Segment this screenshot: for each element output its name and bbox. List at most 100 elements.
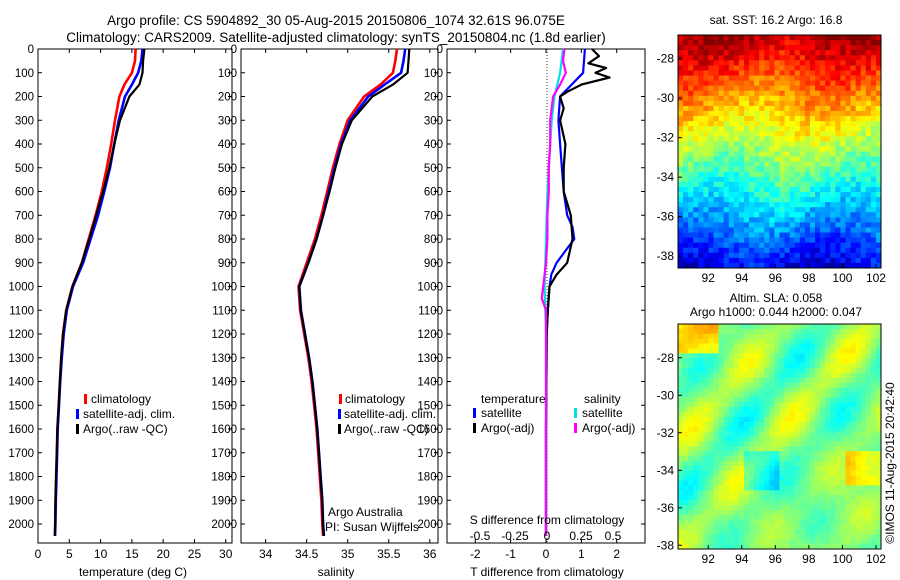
y-tick-label: 500	[424, 163, 443, 175]
y-tick-label: 1800	[8, 472, 34, 484]
y-tick-label: 1400	[211, 377, 237, 389]
y-tick-label: 1500	[417, 400, 443, 412]
map-y-tick-label: -30	[657, 91, 675, 105]
y-tick-label: 400	[424, 139, 443, 151]
y-tick-label: 500	[15, 163, 34, 175]
sst-map-panel: sat. SST: 16.2 Argo: 16.8 92 94 96 98 100 102…	[657, 13, 887, 285]
map-x-tick-label: 94	[735, 552, 749, 566]
y-tick-label: 1300	[417, 353, 443, 365]
y-tick-label: 1600	[211, 424, 237, 436]
legend-swatch-temp-satellite	[473, 408, 476, 418]
x-tick-label: 20	[156, 547, 170, 561]
x-tick-label: 34.5	[295, 547, 319, 561]
y-tick-label: 1000	[211, 282, 237, 294]
y-tick-label: 100	[15, 68, 34, 80]
legend-label-climatology: climatology	[91, 392, 151, 406]
legend-label-temp-argo: Argo(-adj)	[481, 421, 534, 435]
y-tick-label: 1100	[212, 305, 237, 317]
x-tick-label: 35	[341, 547, 355, 561]
map-x-tick-label: 92	[702, 271, 716, 285]
y-tick-label: 0	[231, 44, 237, 56]
y-tick-label: 200	[218, 92, 237, 104]
y-tick-label: 800	[218, 234, 237, 246]
x-tick-label: 0	[35, 547, 42, 561]
series-line-argo-raw-qc	[53, 48, 146, 536]
sla-map-frame	[677, 323, 882, 550]
y-tick-label: 1400	[417, 377, 443, 389]
x-tick-label: 2	[613, 547, 620, 561]
map-y-tick-label: -28	[657, 52, 675, 66]
y-tick-label: 1700	[8, 448, 34, 460]
y-tick-label: 2000	[211, 519, 237, 531]
salinity-xlabel: salinity	[318, 565, 355, 579]
legend-label-sal-argo: Argo(-adj)	[582, 421, 635, 435]
series-line-argo-raw-qc	[298, 48, 411, 536]
legend-label-sal-satellite: satellite	[582, 406, 623, 420]
y-tick-label: 1200	[211, 329, 237, 341]
sst-map-title: sat. SST: 16.2 Argo: 16.8	[710, 13, 843, 27]
map-y-tick-label: -34	[657, 463, 675, 477]
temperature-legend: climatology satellite-adj. clim. Argo(..…	[76, 392, 175, 436]
y-tick-label: 800	[15, 234, 34, 246]
y-tick-label: 1600	[8, 424, 34, 436]
s-tick-label: 0	[544, 529, 551, 543]
legend-swatch-satellite	[338, 409, 341, 419]
x-tick-label: 30	[219, 547, 233, 561]
map-y-tick-label: -28	[657, 351, 675, 365]
y-tick-label: 500	[218, 163, 237, 175]
x-tick-label: 34	[259, 547, 273, 561]
x-tick-label: 25	[188, 547, 202, 561]
map-x-tick-label: 98	[802, 552, 816, 566]
temperature-plot-frame	[37, 48, 233, 544]
y-tick-label: 100	[218, 68, 237, 80]
x-tick-label: 0	[543, 547, 550, 561]
y-tick-label: 600	[15, 187, 34, 199]
map-x-tick-label: 94	[735, 271, 749, 285]
legend-label-argo: Argo(..raw -QC)	[83, 422, 168, 436]
y-tick-label: 1100	[418, 305, 443, 317]
s-tick-label: -0.25	[501, 529, 529, 543]
y-tick-label: 1800	[211, 472, 237, 484]
y-tick-label: 700	[424, 210, 443, 222]
legend-swatch-climatology	[339, 394, 342, 404]
legend-label-argo: Argo(..raw -QC)	[344, 422, 429, 436]
map-y-tick-label: -38	[657, 249, 675, 263]
y-tick-label: 1500	[211, 400, 237, 412]
y-tick-label: 900	[424, 258, 443, 270]
sst-map-frame	[677, 34, 882, 269]
y-tick-label: 1300	[211, 353, 237, 365]
y-tick-label: 200	[15, 92, 34, 104]
s-tick-label: 0.25	[569, 529, 593, 543]
y-tick-label: 1900	[211, 495, 237, 507]
y-tick-label: 1200	[8, 329, 34, 341]
y-tick-label: 1100	[9, 305, 34, 317]
legend-head-temperature: temperature	[481, 392, 546, 406]
map-y-tick-label: -38	[657, 538, 675, 552]
y-tick-label: 1400	[8, 377, 34, 389]
s-tick-label: 0.5	[605, 529, 622, 543]
y-tick-label: 1900	[417, 495, 443, 507]
legend-swatch-satellite	[76, 409, 79, 419]
t-difference-xlabel: T difference from climatology	[470, 565, 624, 579]
difference-panel: 0100200300400500600700800900100011001200…	[417, 44, 646, 579]
legend-swatch-argo	[76, 424, 79, 434]
temperature-xlabel: temperature (deg C)	[79, 565, 187, 579]
map-x-tick-label: 100	[832, 552, 852, 566]
sla-map-title-2: Argo h1000: 0.044 h2000: 0.047	[690, 305, 862, 319]
map-y-tick-label: -36	[657, 501, 675, 515]
y-tick-label: 700	[218, 210, 237, 222]
legend-label-satellite: satellite-adj. clim.	[344, 407, 436, 421]
map-x-tick-label: 96	[769, 552, 783, 566]
x-tick-label: 5	[66, 547, 73, 561]
x-tick-label: 1	[578, 547, 585, 561]
legend-swatch-sal-argo	[574, 423, 577, 433]
y-tick-label: 1700	[211, 448, 237, 460]
sla-map-panel: Altim. SLA: 0.058 Argo h1000: 0.044 h200…	[657, 291, 887, 566]
y-tick-label: 1800	[417, 472, 443, 484]
sst-heatmap	[678, 35, 882, 269]
x-tick-label: 15	[125, 547, 139, 561]
y-tick-label: 1900	[8, 495, 34, 507]
y-tick-label: 1200	[417, 329, 443, 341]
map-x-tick-label: 100	[832, 271, 852, 285]
